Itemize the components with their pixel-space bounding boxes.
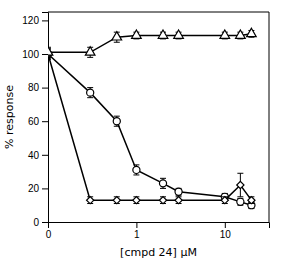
y-axis-tick-mark (42, 155, 48, 156)
error-bar (222, 197, 228, 204)
plot: 0110020406080100120 (22, 12, 269, 240)
marks (48, 28, 256, 208)
error-bar-cap (114, 116, 120, 117)
marker (174, 30, 184, 38)
error-bar (248, 197, 254, 204)
error-bar-cap (114, 126, 120, 127)
y-axis-tick-label: 60 (28, 116, 40, 127)
error-bar (114, 116, 120, 126)
error-bar (237, 173, 243, 197)
marker (220, 30, 230, 38)
marker (247, 28, 257, 36)
error-bar (87, 197, 93, 204)
error-bar-cap (48, 59, 51, 60)
marker (112, 32, 122, 40)
y-axis-tick-mark (42, 222, 48, 223)
error-bar (176, 197, 182, 204)
y-axis-tick: 60 (28, 116, 48, 127)
series (48, 49, 255, 209)
y-axis-tick: 120 (22, 15, 48, 26)
marker (248, 197, 255, 204)
y-axis-tick: 40 (28, 150, 48, 161)
y-axis-tick-label: 40 (28, 150, 40, 161)
y-axis-tick-label: 0 (33, 217, 39, 228)
chart: 0110020406080100120[cmpd 24] μM% respons… (0, 0, 283, 264)
marker (133, 166, 140, 173)
frame-top (48, 12, 269, 13)
error-bar-cap (87, 57, 93, 58)
series-line (48, 54, 251, 200)
error-bar (133, 197, 139, 204)
y-axis-tick-mark (42, 20, 48, 21)
marker (48, 47, 53, 55)
error-bar-cap (160, 178, 166, 179)
x-axis-tick-mark (136, 222, 137, 228)
error-bar (237, 198, 243, 205)
marker (237, 198, 244, 205)
x-axis-tick: 10 (220, 222, 232, 240)
series (48, 28, 256, 57)
error-bar-cap (48, 57, 51, 58)
error-bar (114, 197, 120, 204)
error-bar (160, 178, 166, 188)
error-bar-cap (87, 97, 93, 98)
y-axis-tick-mark (42, 54, 48, 55)
marker (159, 197, 166, 204)
error-bar-cap (237, 173, 243, 174)
marker (159, 180, 166, 187)
series (48, 49, 255, 204)
x-axis-tick-label: 1 (134, 229, 140, 240)
error-bar (87, 88, 93, 98)
error-bar-cap (114, 42, 120, 43)
error-bar-cap (48, 59, 51, 60)
frame-right (269, 12, 270, 222)
x-axis-tick: 1 (134, 222, 140, 240)
error-bar (160, 197, 166, 204)
error-bar-cap (133, 174, 139, 175)
y-axis-tick-label: 80 (28, 82, 40, 93)
y-axis-tick: 20 (28, 183, 48, 194)
marker (87, 89, 94, 96)
x-axis-line (49, 223, 270, 229)
y-axis-tick-mark (42, 88, 48, 89)
marker (175, 197, 182, 204)
y-axis-tick: 0 (33, 217, 48, 228)
error-bar-cap (237, 196, 243, 197)
series-line (48, 54, 251, 205)
x-axis-tick-label: 0 (46, 229, 52, 240)
marker (113, 197, 120, 204)
marker (221, 197, 228, 204)
error-bar-cap (133, 164, 139, 165)
marker (236, 30, 246, 38)
y-axis: 0 20 40 60 80 100 120 (22, 13, 48, 228)
y-axis-tick-label: 20 (28, 183, 40, 194)
y-axis-line (42, 13, 49, 223)
x-axis-tick-label: 10 (220, 229, 232, 240)
y-axis-tick-mark (42, 188, 48, 189)
marker (87, 197, 94, 204)
error-bar (133, 165, 139, 175)
marker (113, 118, 120, 125)
marker (133, 197, 140, 204)
x-axis-tick: 0 (46, 222, 52, 240)
x-axis-tick-mark (225, 222, 226, 228)
y-axis-tick-mark (42, 121, 48, 122)
marker (237, 181, 244, 188)
marker (158, 30, 168, 38)
y-axis-title: % response (3, 85, 16, 149)
x-axis-title: [cmpd 24] μM (120, 246, 197, 259)
marker (175, 188, 182, 195)
marker (132, 30, 142, 38)
error-bar (176, 188, 182, 195)
x-axis: 0 1 10 (46, 222, 270, 240)
y-axis-tick-label: 100 (22, 49, 39, 60)
y-axis-tick: 80 (28, 82, 48, 93)
marker (85, 47, 95, 55)
error-bar-cap (87, 87, 93, 88)
y-axis-tick: 100 (22, 49, 48, 60)
error-bar-cap (160, 188, 166, 189)
y-axis-tick-label: 120 (22, 15, 39, 26)
